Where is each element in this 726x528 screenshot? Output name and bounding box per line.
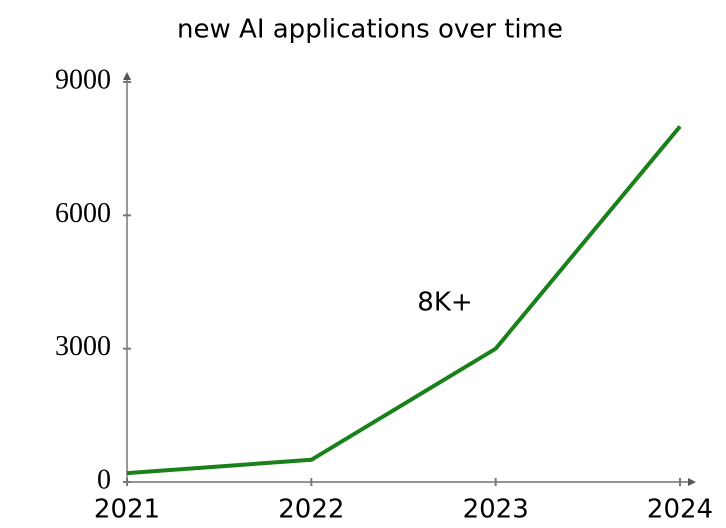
y-tick-label: 9000: [55, 64, 111, 95]
chart-title: new AI applications over time: [177, 15, 563, 45]
y-tick-label: 0: [97, 464, 111, 495]
y-tick-label: 3000: [55, 331, 111, 362]
x-tick-label: 2024: [647, 495, 713, 525]
data-line: [126, 125, 682, 476]
y-tick-label: 6000: [55, 198, 111, 229]
x-tick-label: 2023: [463, 495, 529, 525]
annotation: 8K+: [417, 288, 472, 318]
x-tick-label: 2022: [278, 495, 344, 525]
y-axis-arrow: [123, 72, 131, 80]
x-axis-arrow: [688, 478, 696, 486]
x-tick-label: 2021: [94, 495, 160, 525]
